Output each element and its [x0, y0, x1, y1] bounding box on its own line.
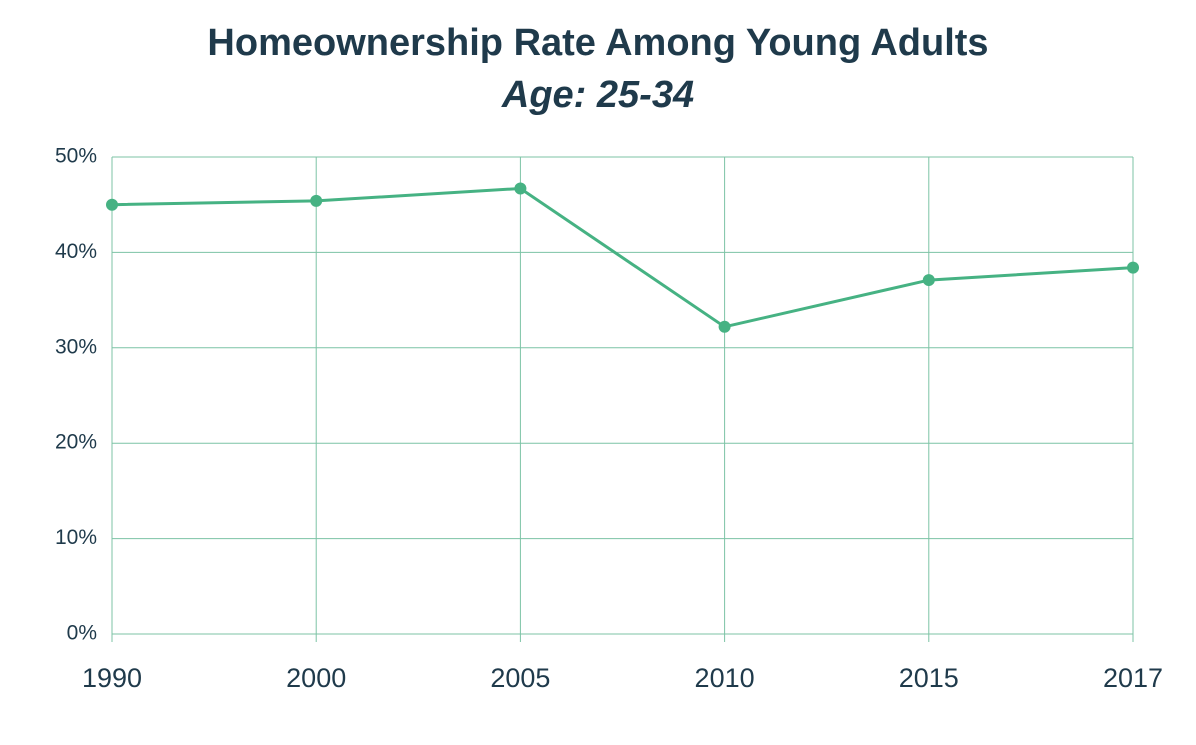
- chart-title: Homeownership Rate Among Young Adults: [207, 22, 988, 64]
- y-tick-label: 20%: [55, 431, 97, 454]
- y-tick-label: 40%: [55, 240, 97, 263]
- y-tick-label: 10%: [55, 526, 97, 549]
- y-tick-label: 50%: [55, 145, 97, 168]
- data-point: [1127, 261, 1139, 274]
- x-tick-label: 2010: [695, 663, 755, 693]
- line: [111, 186, 1134, 329]
- y-tick-label: 0%: [67, 622, 97, 645]
- data-point: [310, 194, 323, 207]
- data-point: [514, 182, 527, 195]
- y-tick-label: 30%: [55, 335, 97, 358]
- data-point: [922, 274, 935, 287]
- x-tick-label: 1990: [82, 663, 142, 693]
- x-tick-label: 2005: [490, 663, 550, 693]
- x-tick-label: 2015: [899, 663, 959, 693]
- data-point: [106, 198, 118, 211]
- x-tick-label: 2000: [286, 663, 346, 693]
- x-tick-label: 2017: [1103, 663, 1163, 693]
- data-point: [718, 320, 731, 333]
- chart-subtitle: Age: 25-34: [501, 74, 694, 116]
